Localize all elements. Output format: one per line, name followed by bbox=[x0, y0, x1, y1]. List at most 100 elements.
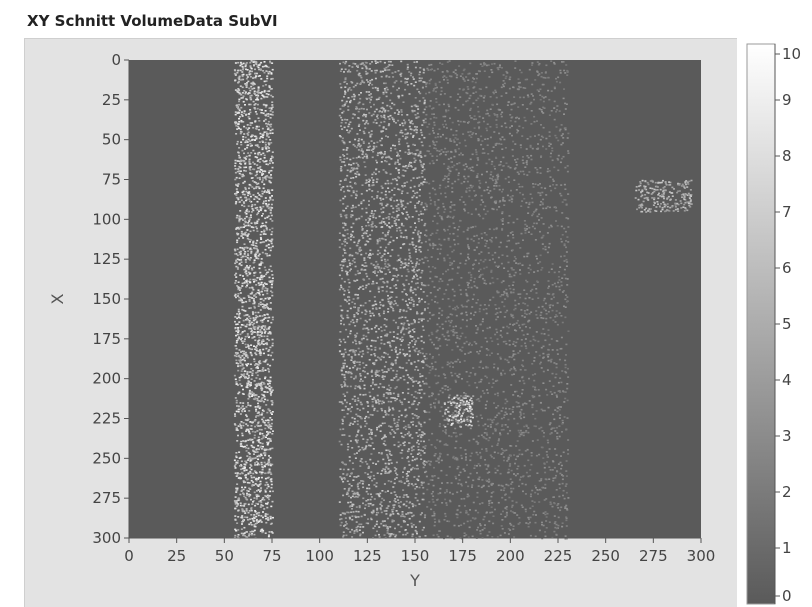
heatmap-cell bbox=[384, 265, 387, 268]
heatmap-cell bbox=[243, 246, 246, 249]
heatmap-cell bbox=[407, 307, 410, 309]
heatmap-cell bbox=[417, 220, 420, 223]
heatmap-cell bbox=[416, 312, 418, 315]
heatmap-cell bbox=[420, 319, 423, 322]
heatmap-cell bbox=[410, 296, 413, 299]
heatmap-cell bbox=[254, 348, 257, 350]
heatmap-cell bbox=[248, 103, 251, 106]
heatmap-cell bbox=[371, 184, 374, 187]
heatmap-cell bbox=[354, 399, 357, 401]
heatmap-cell bbox=[235, 475, 238, 477]
heatmap-cell bbox=[253, 380, 256, 382]
heatmap-cell bbox=[400, 331, 402, 334]
heatmap-cell bbox=[362, 157, 364, 159]
heatmap-cell bbox=[389, 459, 392, 461]
heatmap-cell bbox=[406, 268, 409, 271]
heatmap-cell bbox=[237, 328, 240, 331]
heatmap-cell bbox=[351, 234, 353, 237]
heatmap-cell bbox=[409, 302, 412, 304]
heatmap-cell bbox=[247, 473, 250, 475]
heatmap-cell bbox=[268, 268, 271, 271]
heatmap-cell bbox=[380, 342, 383, 345]
heatmap-cell bbox=[373, 398, 376, 400]
heatmap-cell bbox=[245, 354, 248, 357]
heatmap-cell bbox=[376, 87, 379, 90]
heatmap-cell bbox=[252, 472, 255, 475]
heatmap-cell bbox=[378, 313, 381, 315]
heatmap-cell bbox=[270, 283, 273, 286]
heatmap-cell bbox=[264, 118, 267, 121]
heatmap-cell bbox=[420, 440, 423, 443]
heatmap-cell bbox=[238, 120, 241, 123]
heatmap-cell bbox=[260, 381, 263, 384]
heatmap-cell bbox=[409, 290, 412, 293]
heatmap-cell bbox=[238, 379, 241, 382]
heatmap-cell bbox=[269, 197, 272, 199]
heatmap-cell bbox=[357, 204, 360, 207]
heatmap-cell bbox=[342, 409, 345, 411]
heatmap-cell bbox=[407, 484, 410, 487]
heatmap-cell bbox=[256, 220, 259, 223]
heatmap-cell bbox=[248, 127, 251, 129]
heatmap-cell bbox=[368, 184, 371, 186]
heatmap-cell bbox=[397, 113, 400, 115]
heatmap-cell bbox=[257, 192, 260, 194]
heatmap-cell bbox=[362, 327, 365, 330]
heatmap-cell bbox=[269, 464, 272, 467]
heatmap-cell bbox=[394, 351, 397, 353]
heatmap-cell bbox=[255, 416, 257, 418]
heatmap-cell bbox=[259, 471, 262, 474]
heatmap-cell bbox=[234, 515, 237, 517]
heatmap-cell bbox=[253, 87, 256, 90]
heatmap-cell bbox=[385, 74, 388, 77]
heatmap-cell bbox=[382, 93, 385, 95]
heatmap-cell bbox=[424, 202, 427, 205]
heatmap-cell bbox=[343, 488, 346, 490]
heatmap-cell bbox=[422, 341, 425, 344]
heatmap-cell bbox=[259, 519, 262, 521]
heatmap-cell bbox=[387, 393, 390, 395]
heatmap-cell bbox=[412, 177, 415, 179]
heatmap-cell bbox=[259, 414, 261, 416]
heatmap-cell bbox=[387, 480, 390, 482]
heatmap-cell bbox=[360, 355, 363, 358]
heatmap-cell bbox=[260, 529, 263, 531]
heatmap-cell bbox=[252, 516, 255, 519]
heatmap-cell bbox=[261, 288, 264, 290]
heatmap-cell bbox=[374, 225, 377, 227]
heatmap-cell bbox=[344, 238, 347, 241]
heatmap-cell bbox=[404, 409, 407, 412]
heatmap-cell bbox=[411, 340, 414, 342]
heatmap-cell bbox=[359, 416, 362, 418]
heatmap-cell bbox=[384, 260, 387, 263]
heatmap-cell bbox=[356, 171, 359, 173]
heatmap-cell bbox=[257, 458, 260, 461]
heatmap-cell bbox=[265, 517, 268, 520]
heatmap-cell bbox=[392, 144, 394, 147]
heatmap-cell bbox=[416, 258, 419, 260]
heatmap-cell bbox=[416, 191, 419, 194]
heatmap-cell bbox=[256, 315, 259, 318]
heatmap-cell bbox=[247, 144, 250, 146]
heatmap-cell bbox=[239, 426, 242, 428]
heatmap-cell bbox=[389, 392, 392, 394]
heatmap-cell bbox=[406, 470, 409, 473]
heatmap-cell bbox=[400, 322, 403, 325]
heatmap-cell bbox=[253, 60, 256, 63]
heatmap-cell bbox=[371, 312, 374, 315]
heatmap-cell bbox=[408, 442, 410, 444]
heatmap-cell bbox=[235, 401, 238, 404]
heatmap-cell bbox=[350, 194, 353, 197]
heatmap-cell bbox=[494, 380, 497, 382]
heatmap-cell bbox=[538, 213, 541, 216]
heatmap-cell bbox=[248, 534, 250, 537]
heatmap-cell bbox=[249, 66, 252, 69]
heatmap-cell bbox=[398, 140, 400, 143]
heatmap-cell bbox=[341, 137, 344, 140]
heatmap-cell bbox=[369, 99, 372, 101]
heatmap-cell bbox=[268, 192, 271, 194]
heatmap-cell bbox=[352, 350, 355, 353]
heatmap-cell bbox=[392, 369, 395, 372]
heatmap-cell bbox=[339, 83, 342, 85]
heatmap-cell bbox=[365, 335, 368, 338]
